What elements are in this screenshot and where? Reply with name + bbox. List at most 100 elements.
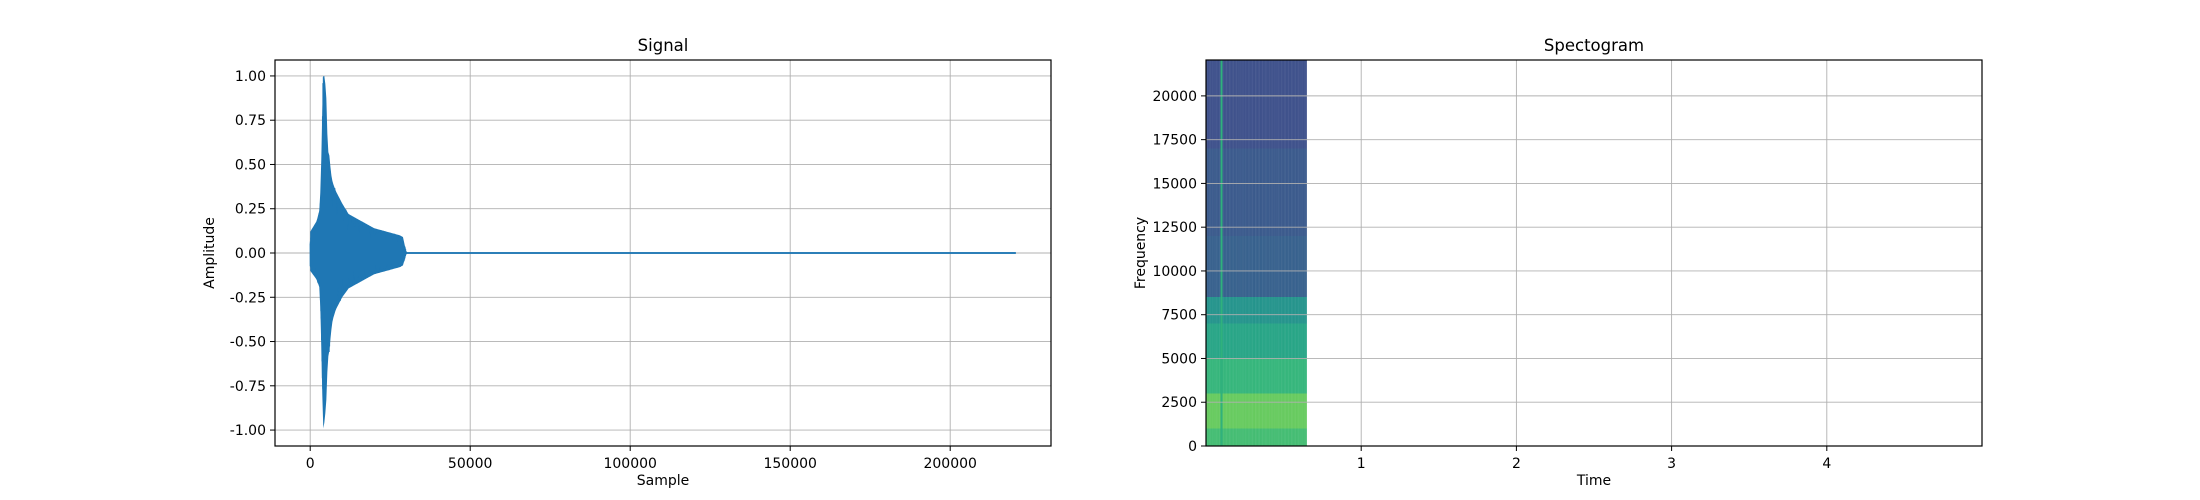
spectrogram-texture-stripe [1288, 60, 1289, 446]
spectrogram-texture-stripe [1239, 60, 1240, 446]
spectrogram-texture-stripe [1291, 60, 1292, 446]
spectrogram-texture-stripe [1240, 60, 1242, 446]
spectrogram-texture-stripe [1303, 60, 1305, 446]
spectrogram-texture-stripe [1217, 60, 1219, 446]
spectrogram-y-tick-label: 20000 [1152, 89, 1197, 105]
spectrogram-texture-stripe [1257, 60, 1259, 446]
spectrogram-texture-stripe [1252, 60, 1253, 446]
spectrogram-texture-stripe [1207, 60, 1209, 446]
spectrogram-texture-stripe [1285, 60, 1286, 446]
signal-title: Signal [638, 36, 689, 55]
spectrogram-texture-stripe [1279, 60, 1281, 446]
spectrogram-texture-stripe [1247, 60, 1249, 446]
spectrogram-texture-stripe [1226, 60, 1227, 446]
signal-y-tick-label: 1.00 [235, 69, 266, 85]
spectrogram-texture-stripe [1224, 60, 1226, 446]
spectrogram-texture-stripe [1218, 60, 1220, 446]
spectrogram-texture-stripe [1210, 60, 1212, 446]
spectrogram-texture-stripe [1272, 60, 1274, 446]
spectrogram-y-tick-label: 15000 [1152, 176, 1197, 192]
spectrogram-x-label: Time [1576, 473, 1611, 489]
spectrogram-texture-stripe [1289, 60, 1291, 446]
spectrogram-onset-line [1220, 60, 1223, 446]
spectrogram-texture-stripe [1263, 60, 1265, 446]
spectrogram-texture-stripe [1211, 60, 1213, 446]
spectrogram-data-block [1206, 60, 1307, 446]
signal-x-tick-label: 200000 [923, 456, 976, 472]
spectrogram-texture-stripe [1236, 60, 1237, 446]
spectrogram-texture-stripe [1229, 60, 1230, 446]
spectrogram-texture-stripe [1301, 60, 1302, 446]
signal-y-tick-label: -1.00 [230, 423, 266, 439]
signal-x-tick-label: 150000 [763, 456, 816, 472]
spectrogram-texture-stripe [1295, 60, 1297, 446]
signal-y-tick-label: 0.50 [235, 157, 266, 173]
spectrogram-texture-stripe [1278, 60, 1279, 446]
spectrogram-panel: 1 2 3 4 0 2500 5000 7500 10000 12500 15000 17500 20… [1133, 36, 1983, 489]
spectrogram-texture-stripe [1243, 60, 1245, 446]
spectrogram-texture-stripe [1267, 60, 1269, 446]
spectrogram-texture-stripe [1270, 60, 1272, 446]
spectrogram-texture-stripe [1208, 60, 1210, 446]
spectrogram-texture-stripe [1273, 60, 1275, 446]
spectrogram-texture-stripe [1269, 60, 1271, 446]
spectrogram-y-label: Frequency [1133, 217, 1149, 289]
signal-y-tick-label: -0.50 [230, 335, 266, 351]
spectrogram-texture-stripe [1265, 60, 1266, 446]
spectrogram-x-tick-label: 2 [1512, 456, 1521, 472]
spectrogram-x-ticks: 1 2 3 4 [1357, 446, 1831, 472]
spectrogram-texture-stripe [1275, 60, 1276, 446]
spectrogram-texture-stripe [1302, 60, 1304, 446]
signal-x-ticks: 0 50000 100000 150000 200000 [306, 446, 977, 472]
spectrogram-texture-stripe [1242, 60, 1243, 446]
spectrogram-y-tick-label: 5000 [1161, 351, 1197, 367]
spectrogram-texture-stripe [1223, 60, 1225, 446]
spectrogram-texture-stripe [1293, 60, 1295, 446]
spectrogram-texture-stripe [1214, 60, 1216, 446]
spectrogram-image [1206, 60, 1307, 446]
spectrogram-texture-stripe [1233, 60, 1235, 446]
spectrogram-texture-stripe [1250, 60, 1252, 446]
spectrogram-texture-stripe [1259, 60, 1261, 446]
spectrogram-texture-stripe [1237, 60, 1239, 446]
spectrogram-texture-stripe [1296, 60, 1298, 446]
signal-y-tick-label: 0.25 [235, 202, 266, 218]
spectrogram-texture-stripe [1292, 60, 1294, 446]
spectrogram-texture-stripe [1254, 60, 1256, 446]
signal-panel: 0 50000 100000 150000 200000 -1.00 -0.75 -0.50… [202, 36, 1052, 489]
spectrogram-y-tick-label: 7500 [1161, 308, 1197, 324]
spectrogram-texture-stripe [1283, 60, 1285, 446]
signal-y-tick-label: -0.75 [230, 379, 266, 395]
spectrogram-texture-stripe [1227, 60, 1229, 446]
spectrogram-x-tick-label: 4 [1822, 456, 1831, 472]
spectrogram-texture-stripe [1249, 60, 1250, 446]
spectrogram-grid [1206, 60, 1982, 447]
signal-x-tick-label: 0 [306, 456, 315, 472]
signal-y-tick-label: 0.75 [235, 113, 266, 129]
spectrogram-y-tick-label: 17500 [1152, 133, 1197, 149]
spectrogram-texture-stripe [1234, 60, 1236, 446]
signal-y-ticks: -1.00 -0.75 -0.50 -0.25 0.00 0.25 0.50 0.75 1.00 [230, 69, 275, 439]
spectrogram-texture-stripe [1230, 60, 1232, 446]
spectrogram-texture-stripe [1280, 60, 1282, 446]
signal-y-tick-label: -0.25 [230, 290, 266, 306]
spectrogram-texture-stripe [1260, 60, 1262, 446]
spectrogram-texture-stripe [1286, 60, 1288, 446]
spectrogram-y-tick-label: 12500 [1152, 220, 1197, 236]
spectrogram-texture-stripe [1231, 60, 1233, 446]
spectrogram-texture-stripe [1253, 60, 1255, 446]
spectrogram-plot-area [1206, 60, 1982, 446]
spectrogram-texture-stripe [1282, 60, 1284, 446]
spectrogram-texture-stripe [1262, 60, 1263, 446]
spectrogram-y-tick-label: 2500 [1161, 395, 1197, 411]
signal-y-tick-label: 0.00 [235, 246, 266, 262]
spectrogram-texture-stripe [1246, 60, 1248, 446]
spectrogram-y-tick-label: 0 [1188, 439, 1197, 455]
signal-x-tick-label: 50000 [448, 456, 493, 472]
spectrogram-texture-stripe [1266, 60, 1268, 446]
signal-envelope [310, 75, 1016, 429]
signal-x-tick-label: 100000 [603, 456, 656, 472]
spectrogram-texture-stripe [1305, 60, 1307, 446]
spectrogram-texture-stripe [1244, 60, 1246, 446]
